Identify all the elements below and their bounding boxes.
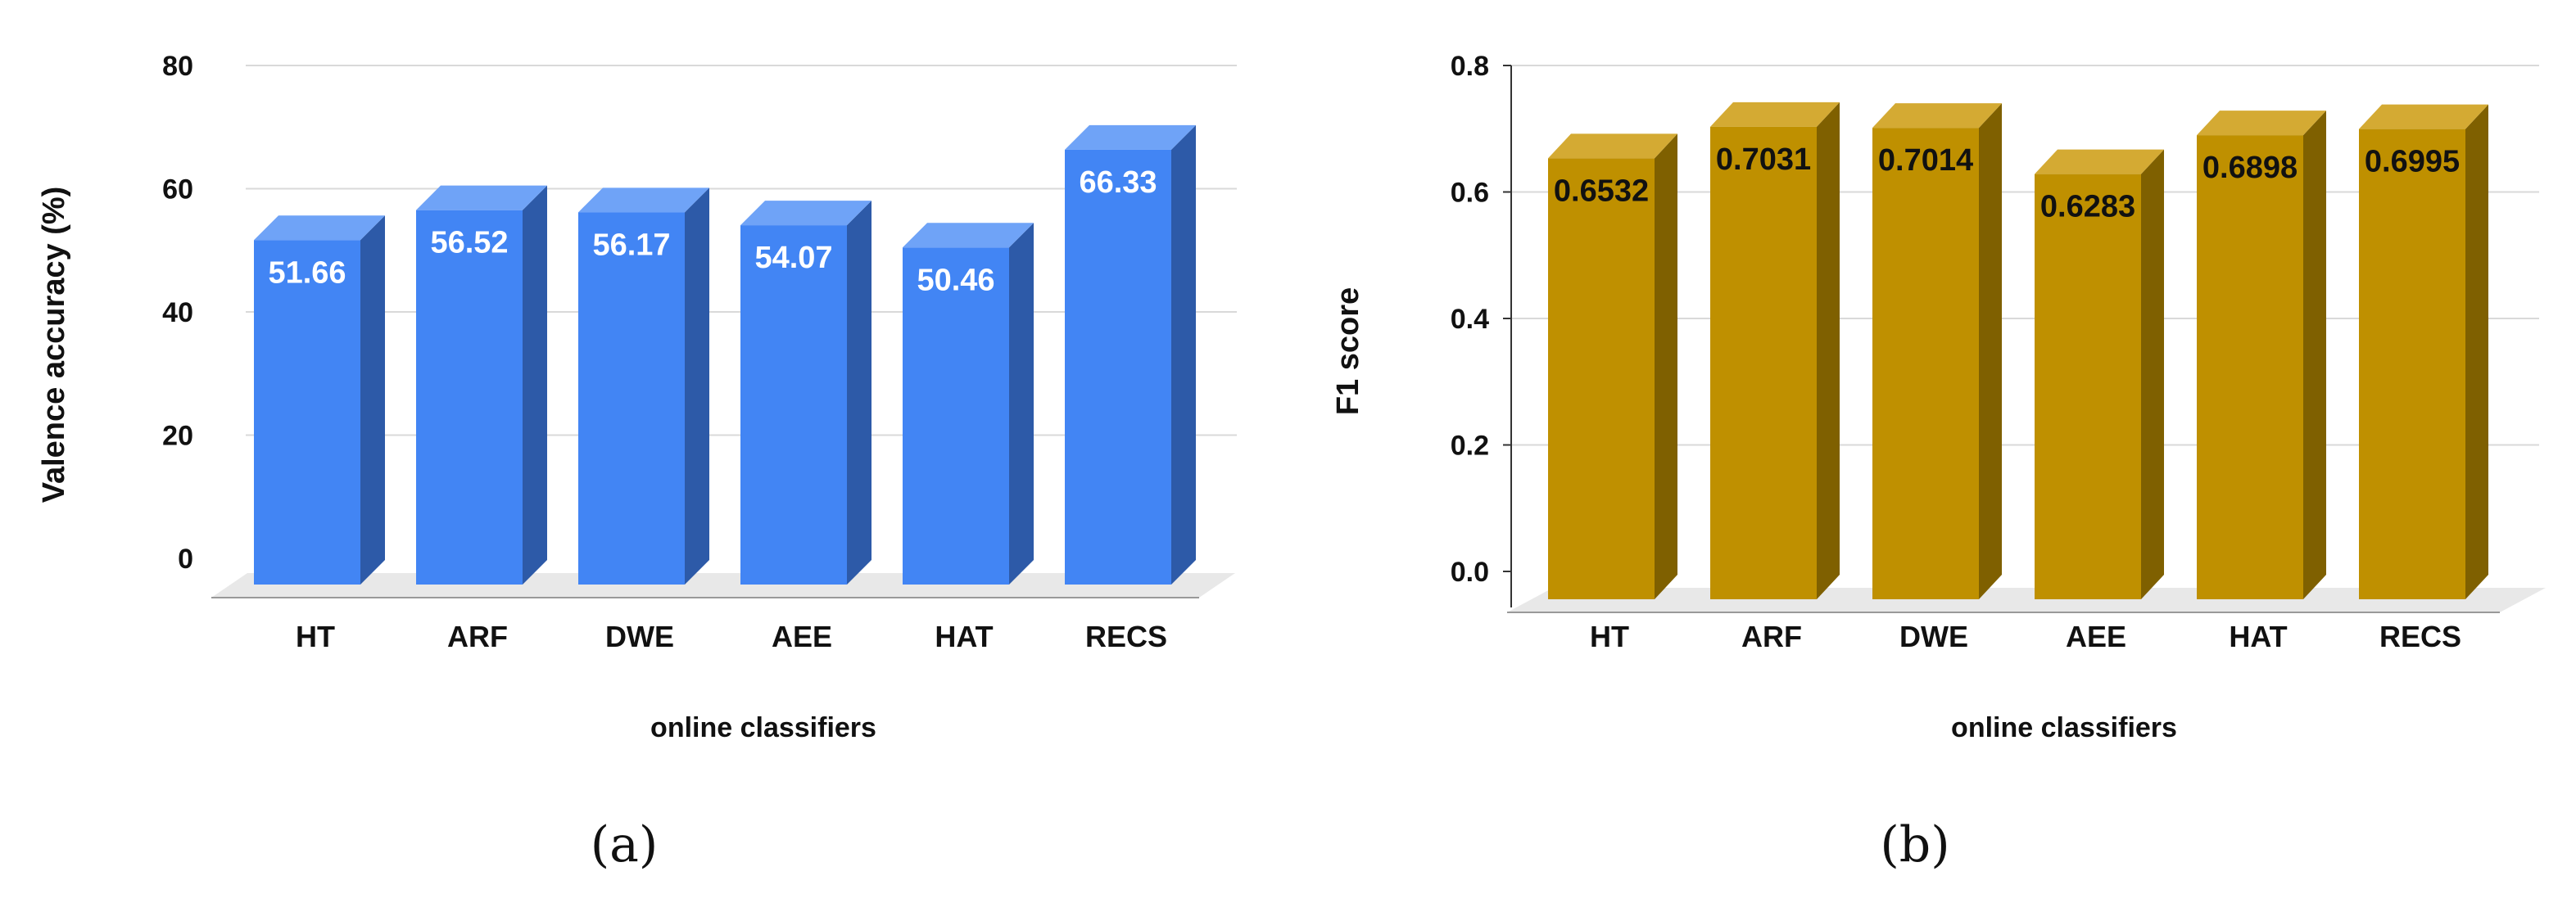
bar-side-face (1979, 103, 2002, 599)
bar-side-face (2303, 111, 2326, 599)
y-tick-label: 0.2 (1451, 431, 1489, 462)
bar-side-face (360, 215, 385, 585)
x-axis-title: online classifiers (1951, 712, 2177, 743)
bar-side-face (847, 201, 871, 585)
bar-front-face (1065, 149, 1171, 585)
y-tick-label: 60 (162, 174, 193, 205)
bar-top-face (903, 223, 1034, 248)
x-category-label: ARF (1741, 620, 1802, 653)
panel-label: (b) (1880, 816, 1949, 874)
bar-recs (1065, 124, 1196, 585)
bar-top-face (2359, 104, 2488, 129)
bar-aee (740, 201, 871, 585)
bar-top-face (740, 201, 871, 226)
x-category-label: HAT (935, 620, 993, 653)
bar-value-label: 66.33 (1079, 165, 1157, 200)
bar-side-face (2141, 149, 2164, 599)
x-category-label: AEE (772, 620, 832, 653)
bar-value-label: 0.7031 (1716, 142, 1811, 177)
bar-hat (2197, 111, 2326, 599)
bar-side-face (685, 187, 709, 585)
y-tick-label: 0.6 (1451, 178, 1489, 209)
bar-arf (1710, 102, 1840, 600)
x-category-label: RECS (1085, 620, 1167, 653)
bar-ht (254, 215, 385, 585)
bar-value-label: 0.6283 (2040, 190, 2135, 224)
bar-hat (903, 223, 1034, 585)
y-tick-label: 0.4 (1451, 304, 1489, 335)
bar-front-face (2359, 129, 2465, 600)
bar-top-face (2035, 149, 2164, 174)
bar-value-label: 51.66 (268, 255, 346, 290)
bar-top-face (1548, 133, 1677, 159)
bar-dwe (1872, 103, 2002, 599)
bar-value-label: 50.46 (917, 263, 994, 297)
bar-side-face (1655, 133, 1677, 599)
bar-top-face (2197, 111, 2326, 136)
bar-side-face (523, 185, 547, 585)
y-tick-label: 40 (162, 297, 193, 328)
bar-front-face (1548, 158, 1655, 599)
bar-front-face (740, 225, 847, 585)
y-axis-title: Valence accuracy (%) (37, 187, 71, 503)
x-category-label: HT (296, 620, 335, 653)
bar-value-label: 54.07 (754, 241, 832, 275)
bar-front-face (578, 212, 685, 585)
bar-side-face (1009, 223, 1034, 585)
bar-front-face (2197, 135, 2303, 599)
y-tick-label: 0 (178, 544, 193, 575)
bar-top-face (1065, 124, 1196, 150)
chart-panel-a: 0 20 40 60 80 51.66 HT 56.52 ARF 56.17 DWE 54.07 AEE… (37, 51, 1237, 874)
x-category-label: HAT (2229, 620, 2287, 653)
y-tick-label: 80 (162, 51, 193, 82)
y-axis-title: F1 score (1331, 287, 1365, 415)
y-tick-label: 0.0 (1451, 557, 1489, 588)
bar-side-face (1817, 102, 1840, 600)
bar-top-face (254, 215, 385, 241)
chart-panel-b: 0.0 0.2 0.4 0.6 0.8 0.6532 HT 0.7031 ARF 0.7014 DW… (1331, 51, 2546, 874)
bar-value-label: 0.6898 (2203, 151, 2298, 185)
bar-value-label: 0.6995 (2365, 145, 2460, 179)
panel-label: (a) (591, 816, 659, 874)
bar-arf (416, 185, 547, 585)
bar-front-face (416, 210, 523, 585)
bar-front-face (254, 240, 360, 585)
bar-value-label: 56.17 (592, 228, 670, 262)
x-category-label: RECS (2379, 620, 2461, 653)
x-axis-title: online classifiers (650, 712, 876, 743)
x-category-label: DWE (1899, 620, 1968, 653)
bar-front-face (1710, 126, 1817, 600)
bar-side-face (1171, 124, 1196, 585)
bar-top-face (578, 187, 709, 213)
bar-top-face (1710, 102, 1840, 127)
bar-front-face (903, 247, 1009, 585)
bar-value-label: 0.7014 (1878, 143, 1973, 178)
bar-top-face (416, 185, 547, 210)
bar-top-face (1872, 103, 2002, 129)
x-category-label: HT (1590, 620, 1629, 653)
bar-front-face (1872, 128, 1979, 599)
bar-side-face (2465, 104, 2488, 600)
x-category-label: ARF (447, 620, 508, 653)
bar-value-label: 0.6532 (1554, 174, 1649, 208)
y-tick-label: 20 (162, 421, 193, 452)
bar-recs (2359, 104, 2488, 600)
bar-front-face (2035, 174, 2141, 599)
bar-ht (1548, 133, 1677, 599)
x-category-label: AEE (2066, 620, 2126, 653)
y-tick-label: 0.8 (1451, 51, 1489, 82)
bar-dwe (578, 187, 709, 585)
x-category-label: DWE (605, 620, 674, 653)
bar-aee (2035, 149, 2164, 599)
bar-value-label: 56.52 (430, 226, 508, 260)
